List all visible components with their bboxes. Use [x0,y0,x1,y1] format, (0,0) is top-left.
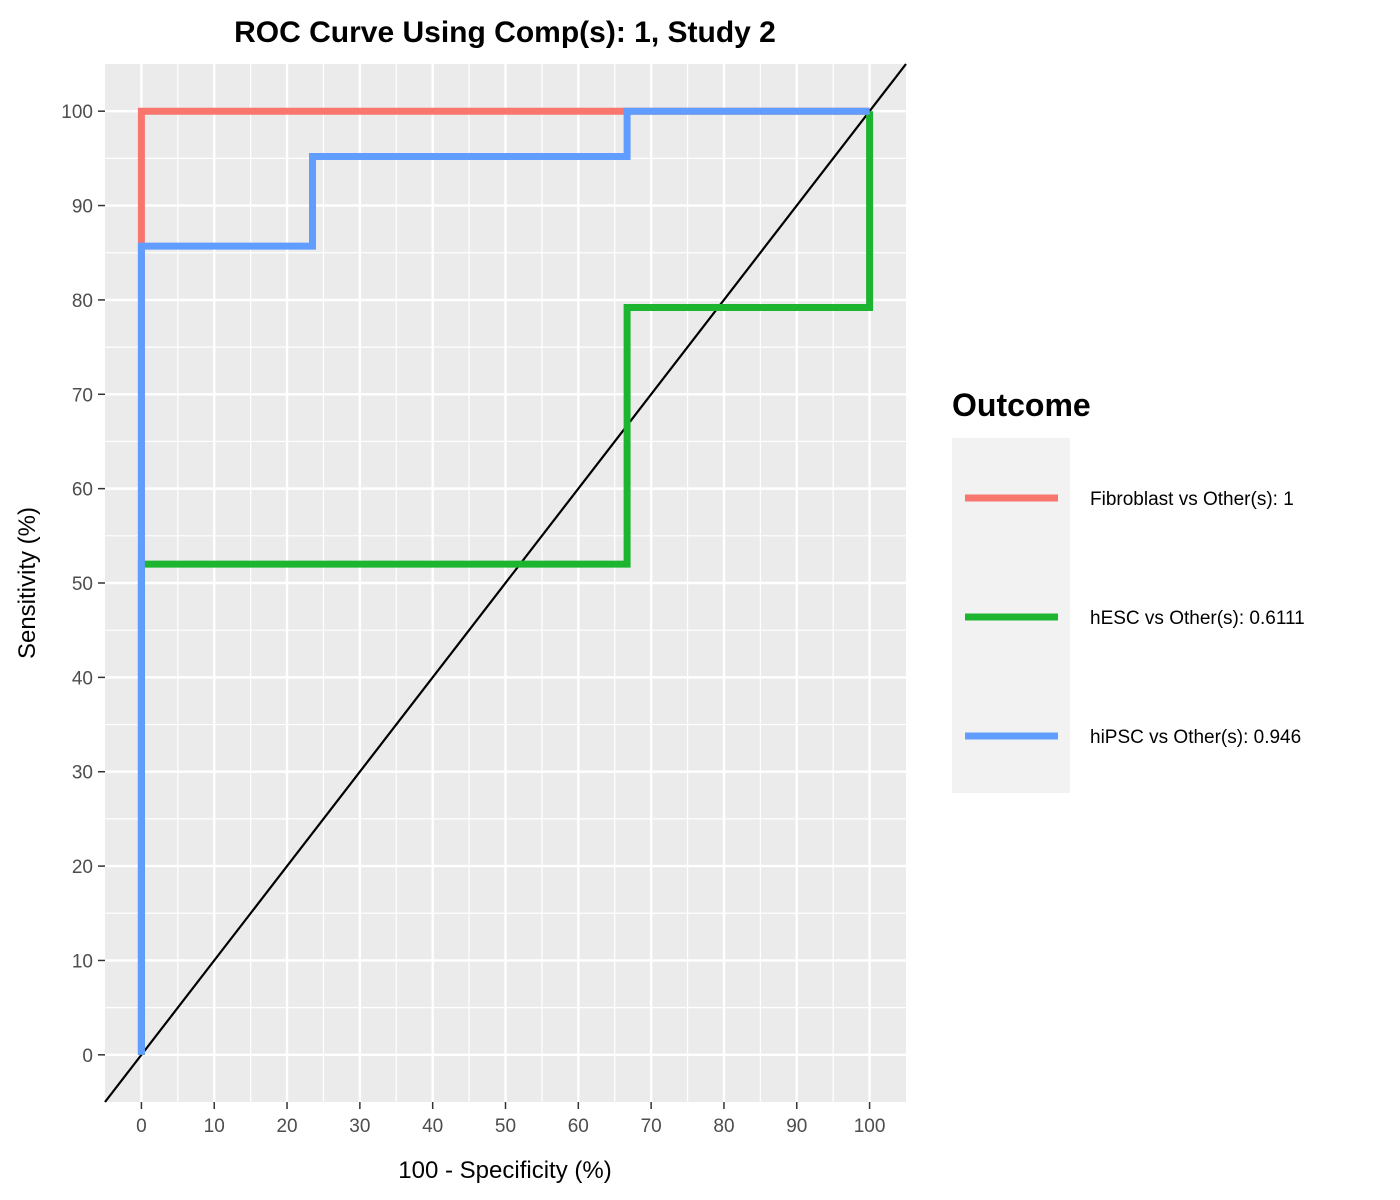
y-tick-label: 70 [72,385,93,406]
reference-diagonal [104,63,907,1103]
x-tick-label: 30 [349,1116,370,1137]
y-tick-label: 50 [72,574,93,595]
y-tick-label: 0 [82,1046,93,1067]
reference-diagonal-line [104,63,907,1103]
y-tick-label: 40 [72,668,93,689]
grid-lines [105,64,906,1102]
y-tick-label: 80 [72,291,93,312]
y-tick-label: 90 [72,197,93,218]
x-axis-ticks: 0 10 20 30 40 50 60 70 80 90 100 [136,1102,885,1137]
y-axis-title: Sensitivity (%) [14,507,41,659]
y-tick-label: 10 [72,951,93,972]
legend-items: Fibroblast vs Other(s): 1 hESC vs Other(s… [965,489,1305,748]
x-tick-label: 90 [786,1116,807,1137]
y-tick-label: 20 [72,857,93,878]
legend-label-2: hiPSC vs Other(s): 0.946 [1090,727,1301,748]
x-axis-title: 100 - Specificity (%) [398,1157,611,1184]
series-line-2 [137,107,870,1055]
x-tick-label: 40 [422,1116,443,1137]
x-tick-label: 100 [854,1116,886,1137]
x-tick-label: 60 [568,1116,589,1137]
legend-label-0: Fibroblast vs Other(s): 1 [1090,489,1294,510]
y-tick-label: 100 [61,102,93,123]
x-tick-label: 50 [495,1116,516,1137]
x-tick-label: 20 [276,1116,297,1137]
legend-label-1: hESC vs Other(s): 0.6111 [1090,608,1305,629]
legend: Outcome Fibroblast vs Other(s): 1 hESC vs… [952,387,1305,793]
x-tick-label: 70 [641,1116,662,1137]
y-axis-ticks: 0 10 20 30 40 50 60 70 80 90 100 [61,102,105,1067]
chart-title: ROC Curve Using Comp(s): 1, Study 2 [234,16,776,49]
x-tick-label: 80 [713,1116,734,1137]
series-lines [137,107,874,1055]
x-tick-label: 10 [204,1116,225,1137]
y-tick-label: 30 [72,763,93,784]
x-tick-label: 0 [136,1116,147,1137]
legend-title: Outcome [952,387,1091,423]
y-tick-label: 60 [72,480,93,501]
